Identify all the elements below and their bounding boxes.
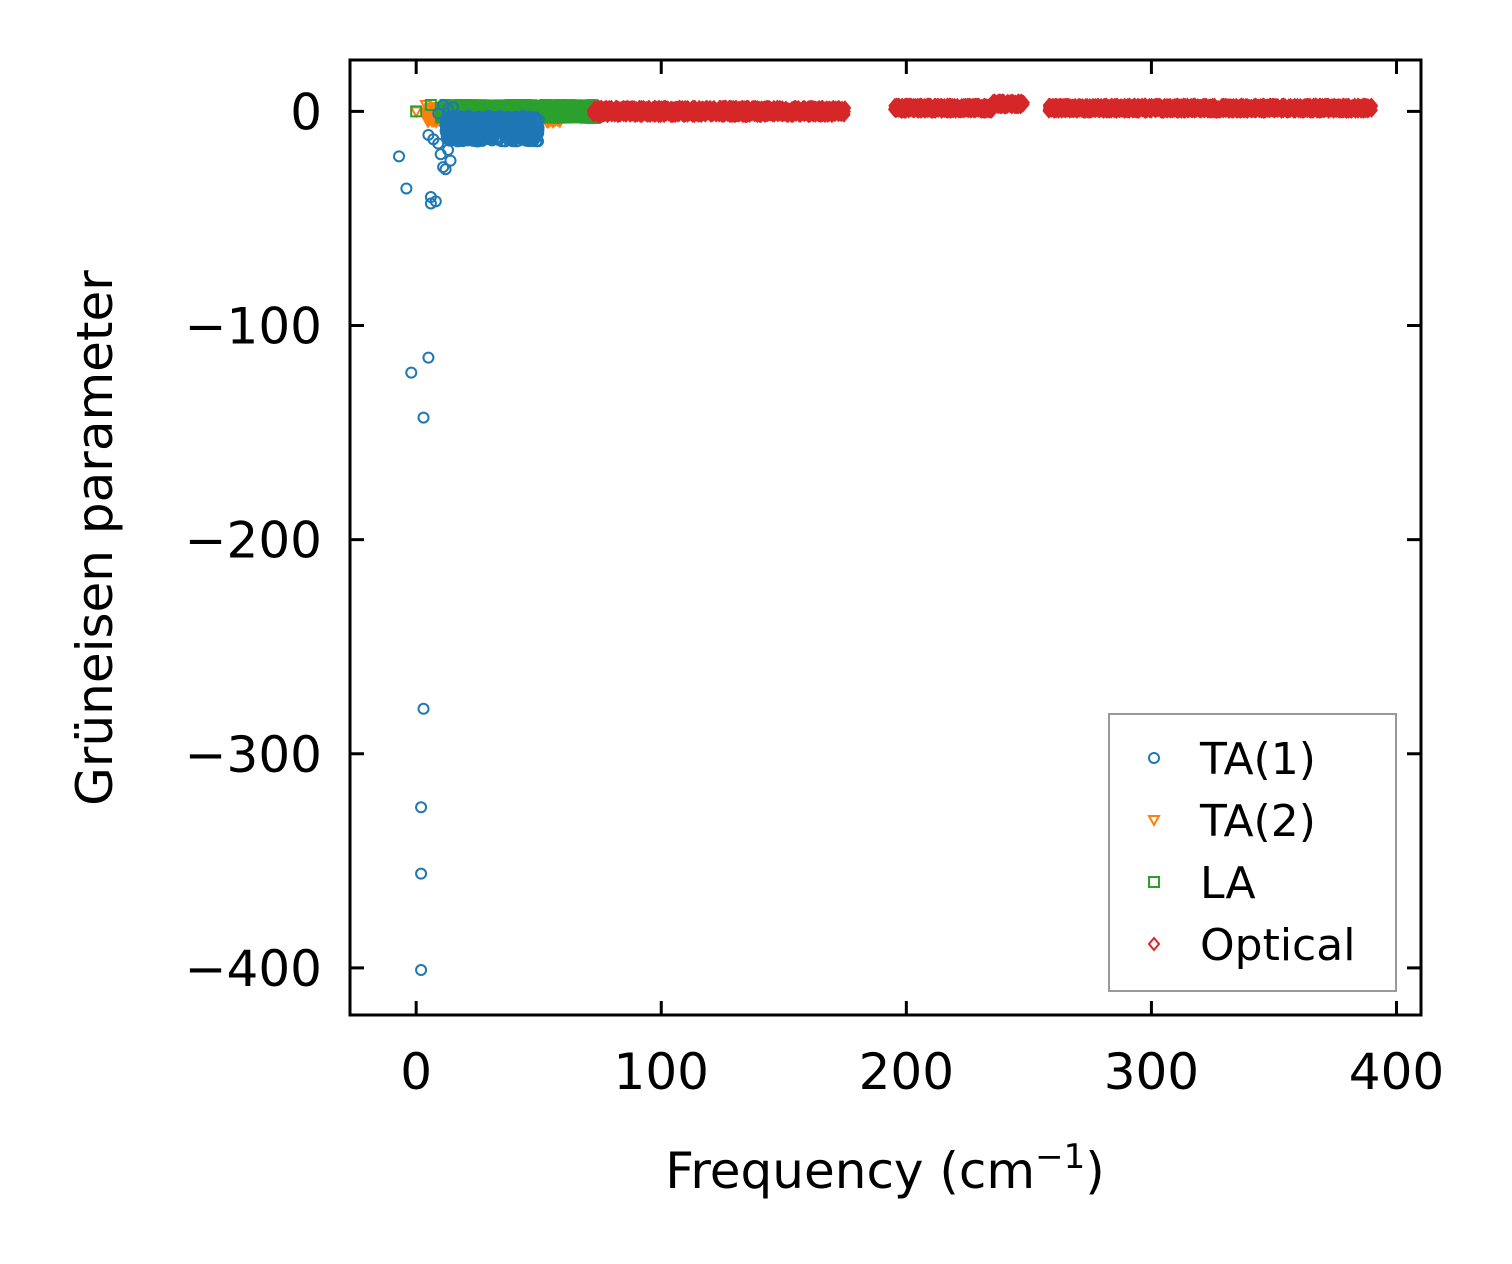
data-point — [685, 106, 699, 122]
data-point — [410, 105, 423, 118]
data-point — [750, 100, 763, 116]
data-point — [1341, 103, 1354, 119]
data-point — [1258, 102, 1271, 118]
data-point — [628, 102, 641, 118]
data-point — [701, 105, 714, 121]
data-point — [1121, 102, 1135, 118]
data-marks — [393, 93, 1379, 977]
data-point — [824, 104, 837, 120]
data-point — [1236, 103, 1250, 119]
data-point — [421, 114, 435, 127]
data-point — [542, 107, 555, 120]
data-point — [1193, 98, 1206, 115]
data-point — [1225, 101, 1238, 117]
data-point — [587, 107, 601, 123]
data-point — [1298, 99, 1311, 115]
data-point — [424, 98, 437, 111]
data-point — [524, 99, 537, 112]
data-point — [935, 97, 949, 114]
data-point — [1257, 99, 1271, 115]
data-point — [1145, 97, 1158, 113]
data-point — [833, 101, 847, 117]
data-point — [626, 106, 639, 122]
data-point — [1044, 100, 1058, 116]
data-point — [1354, 99, 1368, 115]
data-point — [802, 105, 816, 121]
data-point — [1016, 94, 1029, 110]
data-point — [964, 102, 978, 119]
data-point — [607, 101, 621, 118]
data-point — [1304, 101, 1317, 117]
data-point — [657, 100, 670, 116]
series-optical — [586, 93, 1379, 124]
data-point — [1259, 98, 1273, 115]
data-point — [597, 106, 611, 122]
data-point — [616, 100, 630, 116]
data-point — [700, 102, 713, 118]
data-point — [902, 103, 915, 119]
data-point — [1175, 103, 1188, 119]
data-point — [1282, 99, 1296, 115]
data-point — [647, 107, 661, 123]
data-point — [1105, 102, 1119, 118]
data-point — [943, 103, 957, 119]
data-point — [706, 100, 720, 116]
data-point — [810, 101, 824, 117]
data-point — [913, 102, 927, 118]
data-point — [743, 106, 756, 122]
data-point — [911, 97, 924, 113]
data-point — [818, 105, 831, 121]
data-point — [541, 99, 554, 112]
data-point — [454, 98, 467, 111]
series-ta-1 — [393, 98, 545, 977]
data-point — [1094, 102, 1108, 118]
data-point — [1204, 98, 1217, 114]
data-point — [889, 100, 902, 116]
data-point — [766, 106, 779, 123]
data-point — [1055, 99, 1069, 116]
data-point — [1269, 102, 1282, 118]
data-point — [991, 97, 1004, 113]
data-point — [650, 106, 663, 122]
data-point — [954, 101, 968, 117]
data-point — [760, 99, 774, 115]
data-point — [1266, 101, 1279, 117]
data-point — [779, 100, 792, 116]
data-point — [557, 107, 570, 120]
data-point — [938, 98, 952, 114]
data-point — [1007, 96, 1020, 112]
data-point — [974, 101, 988, 117]
data-point — [958, 100, 972, 116]
data-point — [588, 100, 602, 116]
data-point — [673, 99, 686, 115]
data-point — [787, 104, 801, 121]
data-point — [1153, 99, 1166, 115]
data-point — [834, 107, 848, 123]
data-point — [1133, 100, 1147, 116]
data-point — [1317, 103, 1331, 119]
data-point — [1317, 99, 1330, 115]
data-point — [571, 109, 584, 122]
data-point — [1089, 98, 1103, 114]
data-point — [899, 101, 913, 117]
data-point — [702, 100, 716, 117]
data-point — [723, 100, 737, 116]
data-point — [1214, 103, 1228, 119]
data-point — [648, 101, 661, 117]
data-point — [628, 100, 641, 116]
data-point — [924, 98, 937, 114]
data-point — [1167, 99, 1180, 115]
data-point — [667, 107, 681, 123]
